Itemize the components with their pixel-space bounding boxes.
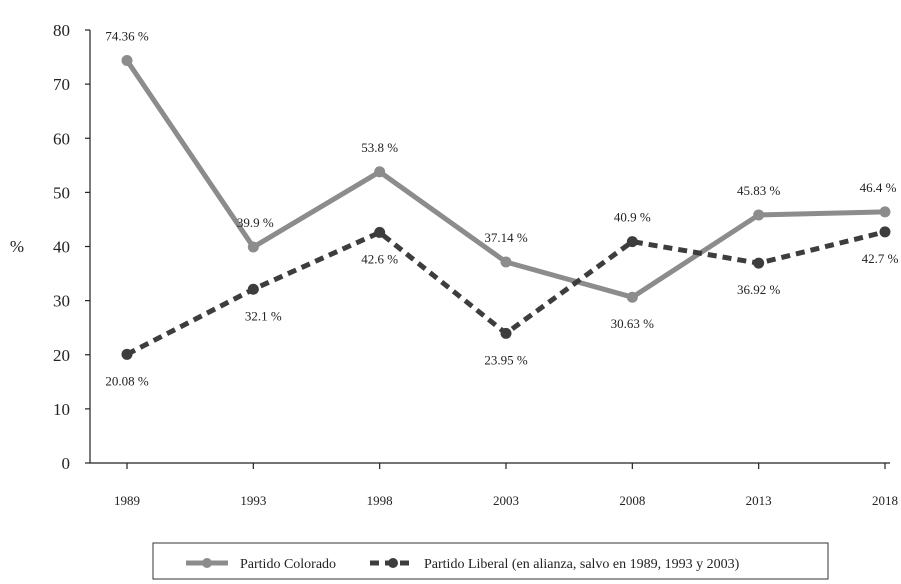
data-label: 45.83 % — [737, 183, 781, 198]
series-point-1 — [247, 283, 259, 295]
y-tick-label: 0 — [62, 454, 71, 473]
series-point-0 — [626, 291, 638, 303]
data-label: 42.7 % — [862, 251, 899, 266]
series-point-1 — [500, 327, 512, 339]
legend-marker-liberal — [388, 558, 398, 568]
series-point-0 — [247, 241, 259, 253]
y-tick-label: 60 — [53, 129, 70, 148]
series-point-1 — [753, 257, 765, 269]
data-label: 40.9 % — [614, 210, 651, 225]
data-label: 37.14 % — [484, 230, 528, 245]
data-label: 42.6 % — [361, 251, 398, 266]
series-point-1 — [374, 226, 386, 238]
y-tick-label: 50 — [53, 183, 70, 202]
x-tick-label: 1989 — [114, 493, 140, 508]
data-label: 32.1 % — [245, 308, 282, 323]
data-label: 39.9 % — [237, 215, 274, 230]
data-label: 23.95 % — [484, 352, 528, 367]
x-tick-label: 1998 — [367, 493, 393, 508]
x-tick-label: 2008 — [619, 493, 645, 508]
series-point-0 — [374, 166, 386, 178]
series-point-1 — [121, 348, 133, 360]
y-tick-label: 40 — [53, 238, 70, 257]
legend-box — [152, 542, 829, 580]
y-tick-label: 30 — [53, 292, 70, 311]
series-point-0 — [753, 209, 765, 221]
legend-marker-colorado — [202, 558, 212, 568]
legend-label-colorado: Partido Colorado — [240, 557, 336, 572]
data-label: 74.36 % — [105, 29, 149, 44]
series-point-0 — [879, 206, 891, 218]
series-point-1 — [879, 226, 891, 238]
y-tick-label: 70 — [53, 75, 70, 94]
x-tick-label: 2003 — [493, 493, 519, 508]
series-point-1 — [626, 236, 638, 248]
series-point-0 — [121, 55, 133, 67]
axes: 0 10 20 30 40 50 60 70 80 1989 1993 1998 2003 2008 201… — [53, 21, 898, 508]
y-axis-label: % — [10, 237, 24, 256]
data-label: 36.92 % — [737, 282, 781, 297]
y-tick-label: 20 — [53, 346, 70, 365]
data-label: 20.08 % — [105, 373, 149, 388]
x-tick-label: 1993 — [240, 493, 266, 508]
series-layer — [121, 55, 891, 360]
data-label: 30.63 % — [611, 316, 655, 331]
series-point-0 — [500, 256, 512, 268]
y-tick-label: 80 — [53, 21, 70, 40]
data-label: 46.4 % — [860, 180, 897, 195]
legend-label-liberal: Partido Liberal (en alianza, salvo en 19… — [424, 557, 740, 572]
legend: Partido Colorado Partido Liberal (en ali… — [152, 542, 829, 580]
data-label: 53.8 % — [361, 140, 398, 155]
x-tick-label: 2013 — [746, 493, 772, 508]
data-labels: 74.36 % 39.9 % 53.8 % 37.14 % 30.63 % 45.83 %… — [105, 29, 898, 389]
x-tick-label: 2018 — [872, 493, 898, 508]
y-tick-label: 10 — [53, 400, 70, 419]
